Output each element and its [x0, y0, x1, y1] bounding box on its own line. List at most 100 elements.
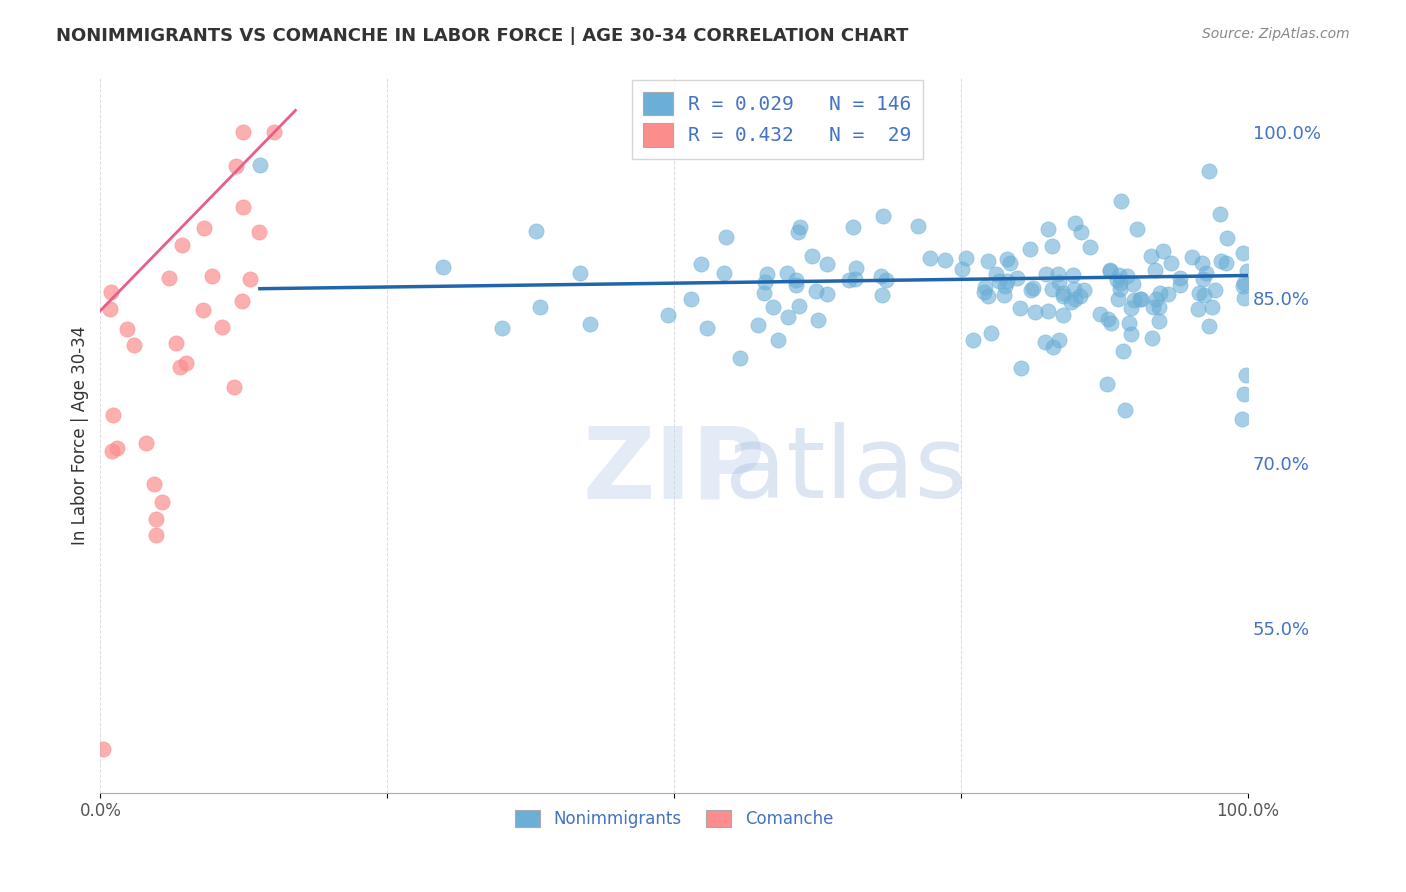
- Point: [1112, 343, 1135, 358]
- Point: [169, 359, 191, 374]
- Legend: Nonimmigrants, Comanche: Nonimmigrants, Comanche: [509, 803, 839, 834]
- Point: [1109, 194, 1132, 208]
- Point: [172, 238, 194, 252]
- Point: [1233, 276, 1256, 290]
- Point: [1236, 264, 1258, 278]
- Point: [1140, 331, 1163, 345]
- Point: [1192, 288, 1215, 302]
- Point: [844, 272, 866, 286]
- Point: [1047, 275, 1070, 289]
- Point: [761, 300, 783, 314]
- Point: [1121, 326, 1143, 341]
- Point: [1126, 221, 1149, 235]
- Point: [1188, 286, 1211, 301]
- Point: [1022, 281, 1045, 295]
- Point: [785, 273, 807, 287]
- Point: [105, 441, 128, 455]
- Point: [995, 274, 1018, 288]
- Point: [1047, 267, 1070, 281]
- Point: [100, 285, 122, 299]
- Point: [193, 220, 215, 235]
- Point: [157, 270, 180, 285]
- Point: [995, 252, 1018, 266]
- Text: NONIMMIGRANTS VS COMANCHE IN LABOR FORCE | AGE 30-34 CORRELATION CHART: NONIMMIGRANTS VS COMANCHE IN LABOR FORCE…: [56, 27, 908, 45]
- Point: [1129, 292, 1152, 306]
- Point: [1149, 300, 1171, 314]
- Point: [1069, 289, 1091, 303]
- Point: [174, 356, 197, 370]
- Point: [907, 219, 929, 233]
- Point: [1010, 361, 1032, 376]
- Point: [1019, 283, 1042, 297]
- Point: [101, 408, 124, 422]
- Point: [870, 287, 893, 301]
- Point: [1109, 282, 1132, 296]
- Point: [973, 285, 995, 299]
- Point: [1107, 292, 1129, 306]
- Point: [1042, 282, 1064, 296]
- Point: [815, 257, 838, 271]
- Point: [1122, 277, 1144, 292]
- Point: [1201, 300, 1223, 314]
- Point: [1191, 256, 1213, 270]
- Point: [807, 313, 830, 327]
- Point: [920, 252, 942, 266]
- Point: [1208, 207, 1230, 221]
- Point: [165, 335, 187, 350]
- Point: [579, 317, 602, 331]
- Point: [238, 272, 260, 286]
- Point: [225, 159, 247, 173]
- Point: [801, 249, 824, 263]
- Point: [1168, 270, 1191, 285]
- Point: [1038, 304, 1060, 318]
- Point: [1187, 301, 1209, 316]
- Point: [1116, 268, 1139, 283]
- Point: [231, 293, 253, 308]
- Point: [787, 299, 810, 313]
- Point: [222, 380, 245, 394]
- Point: [870, 268, 893, 283]
- Point: [1142, 300, 1164, 314]
- Point: [950, 261, 973, 276]
- Point: [713, 266, 735, 280]
- Point: [1097, 311, 1119, 326]
- Point: [716, 229, 738, 244]
- Text: atlas: atlas: [725, 422, 967, 519]
- Point: [145, 528, 167, 542]
- Point: [1191, 271, 1213, 285]
- Point: [955, 252, 977, 266]
- Point: [145, 512, 167, 526]
- Point: [998, 255, 1021, 269]
- Point: [755, 268, 778, 282]
- Point: [1108, 268, 1130, 282]
- Point: [1114, 402, 1136, 417]
- Point: [993, 288, 1015, 302]
- Point: [115, 322, 138, 336]
- Point: [432, 260, 454, 274]
- Point: [785, 277, 807, 292]
- Point: [728, 351, 751, 365]
- Point: [1160, 255, 1182, 269]
- Point: [1198, 318, 1220, 333]
- Point: [1088, 307, 1111, 321]
- Point: [1063, 281, 1085, 295]
- Point: [815, 286, 838, 301]
- Point: [994, 278, 1017, 293]
- Point: [1005, 270, 1028, 285]
- Point: [150, 495, 173, 509]
- Point: [1098, 263, 1121, 277]
- Point: [1233, 291, 1256, 305]
- Point: [838, 273, 860, 287]
- Point: [804, 284, 827, 298]
- Point: [747, 318, 769, 332]
- Point: [934, 252, 956, 267]
- Point: [1024, 304, 1046, 318]
- Point: [1152, 244, 1174, 258]
- Y-axis label: In Labor Force | Age 30-34: In Labor Force | Age 30-34: [72, 326, 89, 545]
- Point: [657, 308, 679, 322]
- Point: [754, 276, 776, 290]
- Point: [247, 225, 270, 239]
- Point: [1097, 376, 1119, 391]
- Point: [1038, 222, 1060, 236]
- Point: [1008, 301, 1031, 315]
